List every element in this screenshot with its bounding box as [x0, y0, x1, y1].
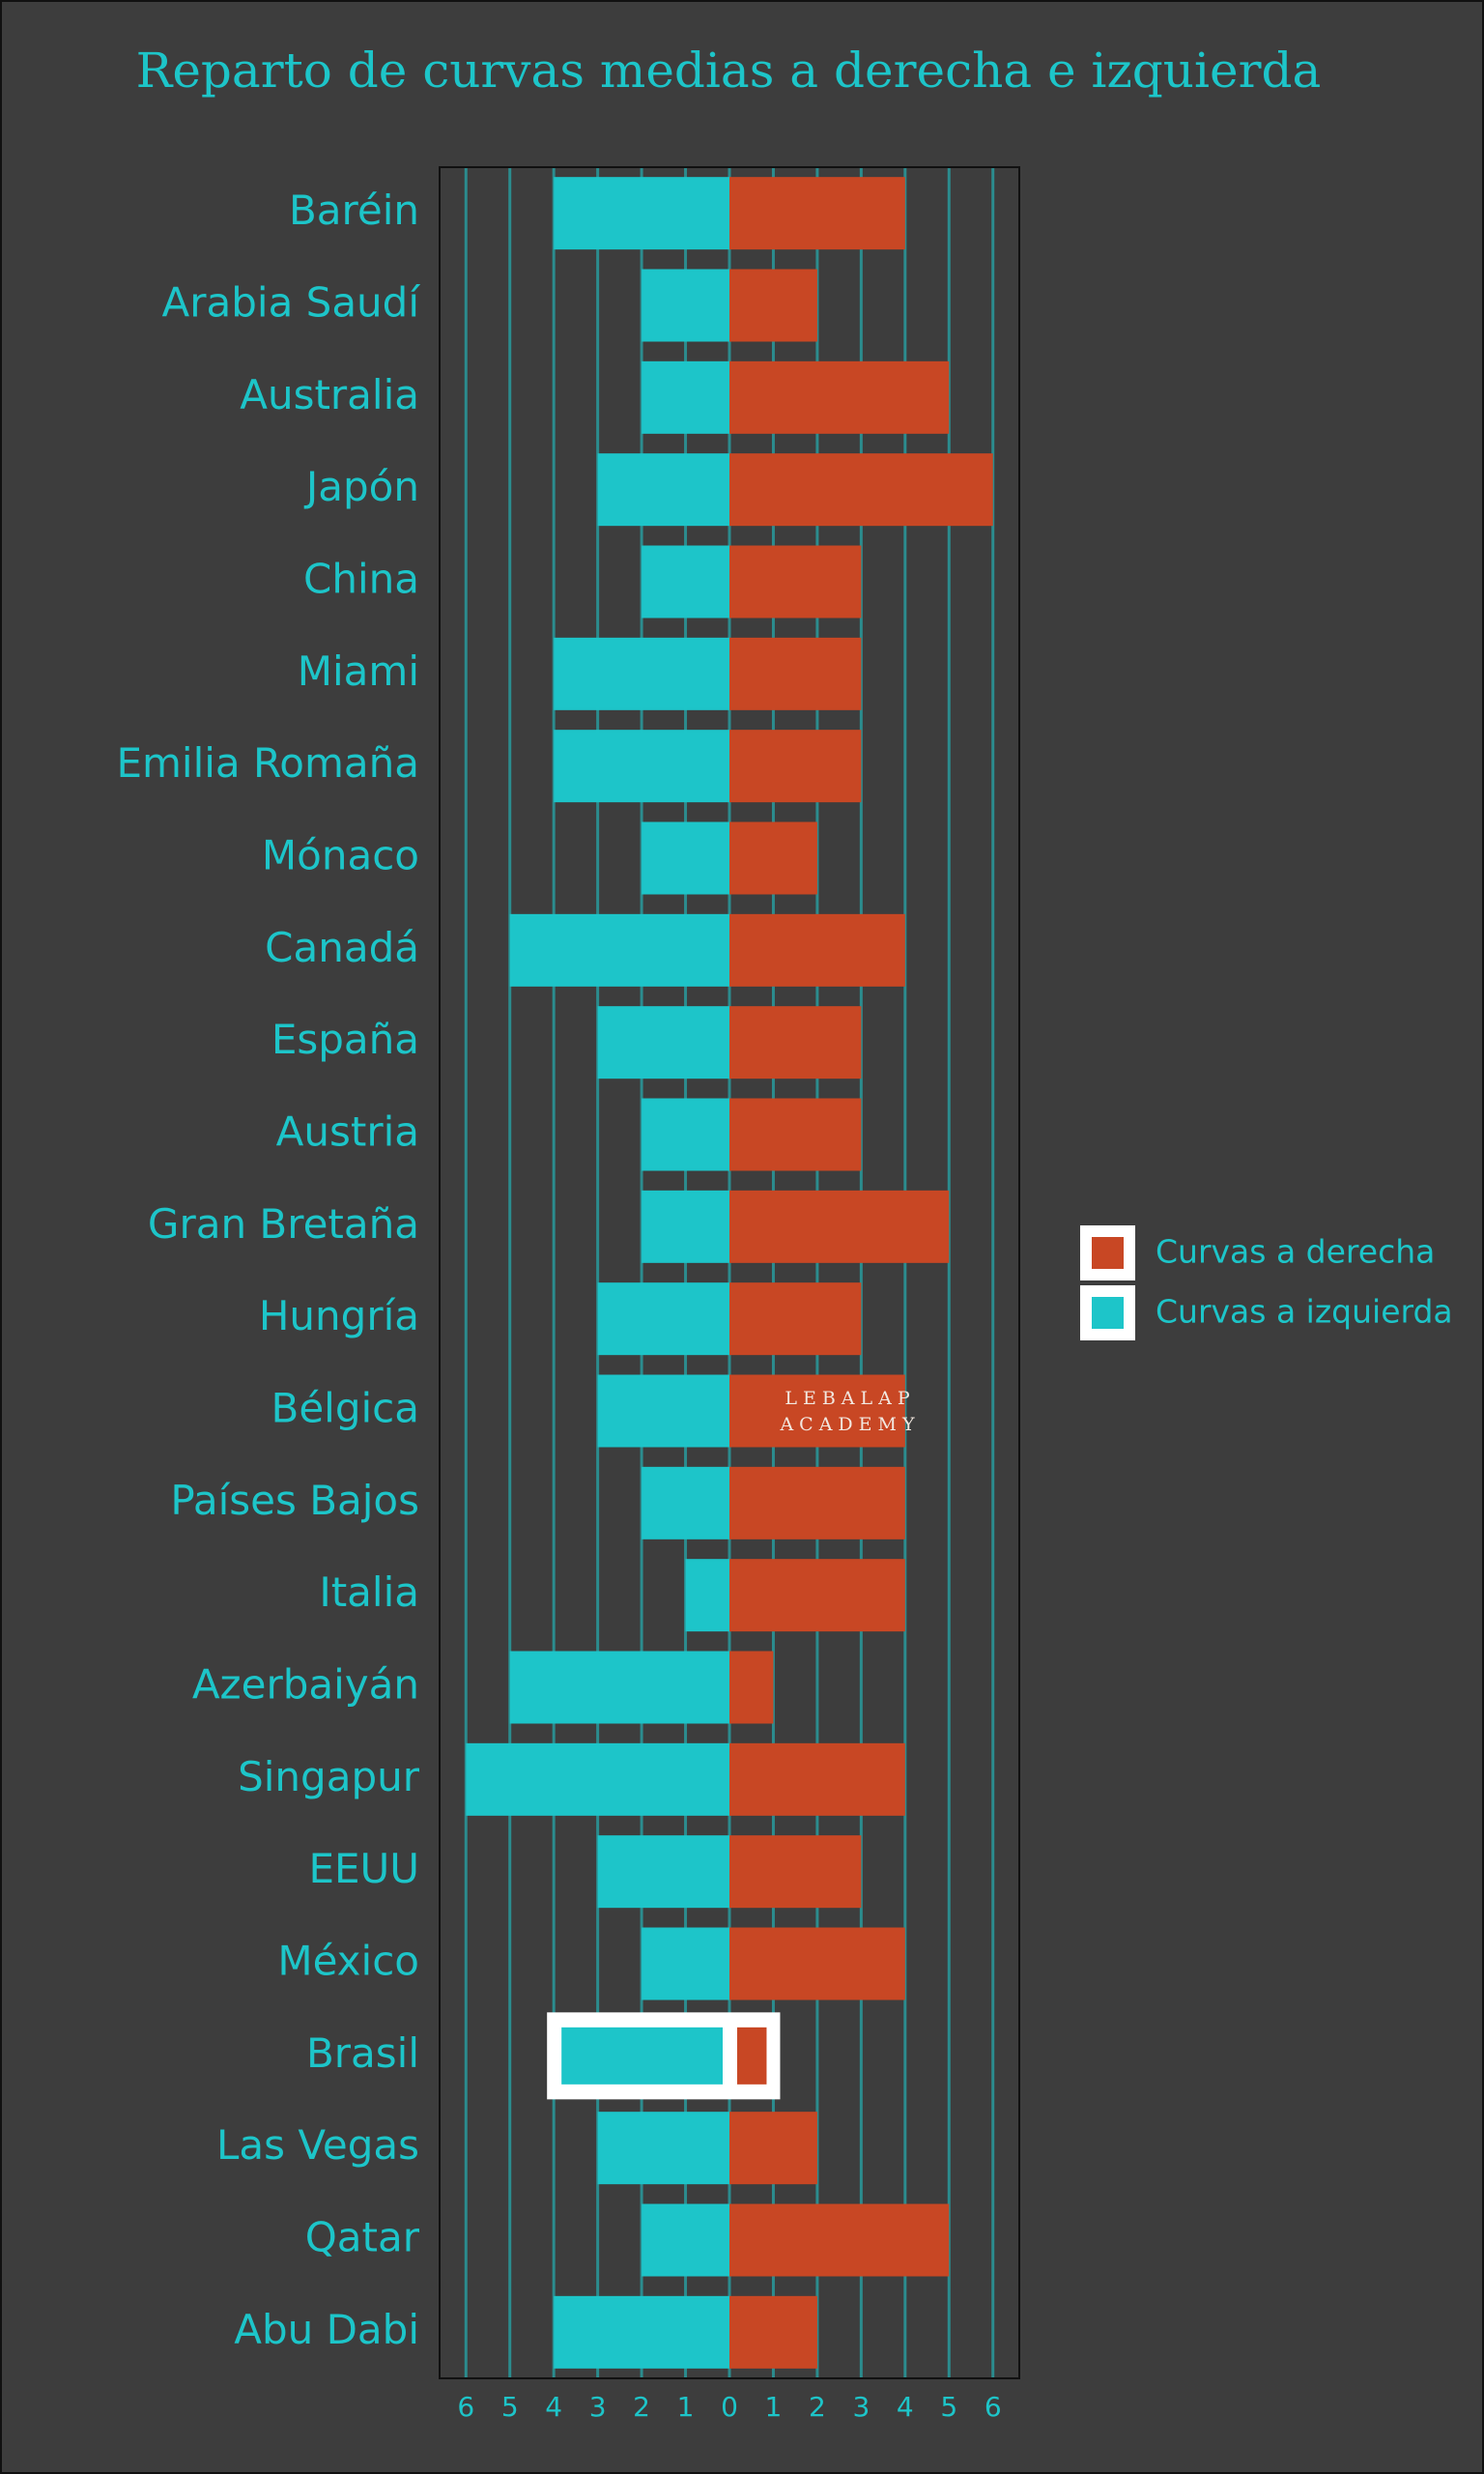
category-label: Baréin — [289, 187, 419, 234]
category-label: Mónaco — [262, 832, 419, 879]
category-label: Bélgica — [271, 1385, 419, 1432]
bar — [729, 453, 993, 527]
category-label: Miami — [298, 647, 419, 695]
bar — [737, 2027, 767, 2085]
bar — [554, 177, 729, 250]
x-tick-label: 3 — [589, 2391, 607, 2423]
bar — [729, 2112, 817, 2185]
category-label: Qatar — [305, 2214, 420, 2261]
x-tick-label: 5 — [940, 2391, 957, 2423]
category-label: Gran Bretaña — [148, 1200, 419, 1248]
bar — [597, 453, 729, 527]
bar — [642, 1927, 729, 2000]
bar — [554, 730, 729, 803]
bar — [729, 2295, 817, 2369]
bar — [597, 1374, 729, 1448]
bar — [729, 1282, 862, 1356]
bar — [554, 2295, 729, 2369]
bar — [729, 1835, 862, 1909]
category-label: Italia — [319, 1568, 419, 1616]
bar — [729, 360, 950, 434]
bar — [729, 1006, 862, 1079]
bar — [729, 1651, 774, 1724]
category-label: Australia — [240, 371, 419, 418]
bar — [729, 177, 905, 250]
x-tick-label: 6 — [457, 2391, 474, 2423]
bar — [729, 730, 862, 803]
legend-label: Curvas a derecha — [1156, 1233, 1435, 1271]
bar — [642, 821, 729, 895]
bar — [729, 1466, 905, 1539]
x-tick-label: 5 — [501, 2391, 519, 2423]
bar — [685, 1559, 729, 1632]
bar — [509, 1651, 729, 1724]
bar — [597, 1835, 729, 1909]
legend-label: Curvas a izquierda — [1156, 1293, 1453, 1331]
bar — [729, 1374, 905, 1448]
bar — [729, 2203, 950, 2277]
category-label: Canadá — [265, 924, 419, 971]
bar — [597, 2112, 729, 2185]
category-label: Azerbaiyán — [192, 1661, 419, 1709]
bar — [509, 913, 729, 987]
x-tick-label: 4 — [545, 2391, 562, 2423]
plot-frame — [439, 166, 1020, 2379]
category-label: Emilia Romaña — [116, 739, 419, 787]
bar — [642, 269, 729, 342]
bar — [729, 1190, 950, 1263]
category-label: Hungría — [259, 1292, 419, 1339]
bar — [729, 545, 862, 618]
category-label: China — [303, 556, 419, 603]
x-tick-label: 1 — [765, 2391, 783, 2423]
x-tick-label: 0 — [721, 2391, 738, 2423]
legend-swatch — [1092, 1237, 1124, 1269]
category-label: Arabia Saudí — [162, 279, 421, 327]
watermark: ACADEMY — [779, 1414, 920, 1435]
category-label: México — [277, 1938, 419, 1985]
category-label: Singapur — [238, 1753, 420, 1800]
bar — [729, 1927, 905, 2000]
watermark: LEBALAP — [785, 1388, 915, 1409]
bar — [642, 1466, 729, 1539]
category-label: Brasil — [306, 2029, 419, 2077]
x-tick-label: 1 — [677, 2391, 695, 2423]
legend-swatch — [1092, 1297, 1124, 1329]
bar — [642, 1098, 729, 1171]
bar — [729, 913, 905, 987]
bar — [729, 1742, 905, 1816]
chart-title: Reparto de curvas medias a derecha e izq… — [136, 43, 1322, 99]
bar — [729, 637, 862, 710]
category-label: Austria — [276, 1108, 419, 1156]
bar — [729, 821, 817, 895]
category-label: Abu Dabi — [234, 2306, 419, 2353]
bar — [729, 269, 817, 342]
bar — [729, 1559, 905, 1632]
category-label: España — [271, 1016, 419, 1063]
x-tick-label: 3 — [852, 2391, 870, 2423]
category-label: Japón — [303, 463, 419, 510]
bar — [642, 545, 729, 618]
x-tick-label: 2 — [809, 2391, 826, 2423]
bar — [466, 1742, 729, 1816]
category-label: Países Bajos — [170, 1477, 419, 1524]
bar — [729, 1098, 862, 1171]
x-tick-label: 6 — [985, 2391, 1002, 2423]
category-label: EEUU — [308, 1845, 419, 1892]
bar — [597, 1282, 729, 1356]
bar — [554, 637, 729, 710]
bar — [597, 1006, 729, 1079]
bar — [642, 360, 729, 434]
bar — [561, 2027, 723, 2085]
x-tick-label: 2 — [633, 2391, 650, 2423]
x-tick-label: 4 — [897, 2391, 914, 2423]
bar — [642, 2203, 729, 2277]
bar — [642, 1190, 729, 1263]
category-label: Las Vegas — [216, 2121, 419, 2169]
